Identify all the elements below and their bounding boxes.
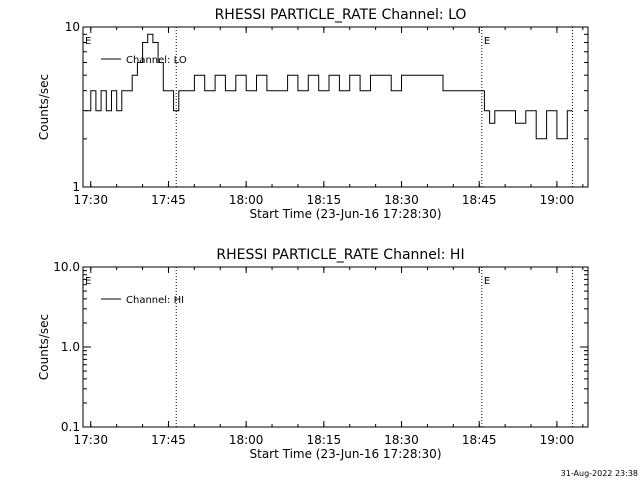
x-tick-label: 18:00: [229, 433, 264, 447]
event-marker: E: [484, 36, 490, 47]
x-tick-label: 18:15: [307, 433, 342, 447]
legend-entry: Channel: LO: [126, 55, 187, 66]
event-marker: E: [484, 276, 490, 287]
series-line-lo: [85, 33, 573, 140]
chart-title: RHESSI PARTICLE_RATE Channel: HI: [216, 247, 464, 263]
x-axis-label: Start Time (23-Jun-16 17:28:30): [250, 447, 442, 461]
timestamp: 31-Aug-2022 23:38: [561, 469, 638, 478]
chart-title: RHESSI PARTICLE_RATE Channel: LO: [215, 7, 467, 23]
hi-channel-panel: RHESSI PARTICLE_RATE Channel: HI 17:30 17:…: [37, 247, 589, 461]
y-tick-label: 10: [65, 20, 80, 34]
x-tick-label: 18:45: [462, 433, 497, 447]
y-tick-label: 1.0: [61, 340, 80, 354]
x-tick-label: 17:30: [73, 193, 108, 207]
x-tick-label: 17:30: [73, 433, 108, 447]
x-tick-label: 18:45: [462, 193, 497, 207]
plot-frame: [82, 266, 589, 428]
x-tick-label: 19:00: [540, 433, 575, 447]
x-tick-label: 18:15: [307, 193, 342, 207]
y-tick-label: 10.0: [53, 260, 80, 274]
x-tick-label: 19:00: [540, 193, 575, 207]
x-axis-label: Start Time (23-Jun-16 17:28:30): [250, 207, 442, 221]
legend-entry: Channel: HI: [126, 295, 184, 306]
lo-channel-panel: RHESSI PARTICLE_RATE Channel: LO 17:30 17:…: [37, 7, 589, 221]
y-tick-label: 1: [72, 180, 80, 194]
x-tick-label: 17:45: [151, 433, 186, 447]
x-tick-label: 18:00: [229, 193, 264, 207]
event-marker: E: [85, 276, 91, 287]
plot-frame: [82, 26, 589, 188]
x-tick-label: 18:30: [384, 433, 419, 447]
x-tick-label: 18:30: [384, 193, 419, 207]
x-tick-label: 17:45: [151, 193, 186, 207]
event-marker: E: [85, 36, 91, 47]
y-tick-label: 0.1: [61, 420, 80, 434]
y-axis-label: Counts/sec: [37, 314, 51, 380]
y-axis-label: Counts/sec: [37, 74, 51, 140]
